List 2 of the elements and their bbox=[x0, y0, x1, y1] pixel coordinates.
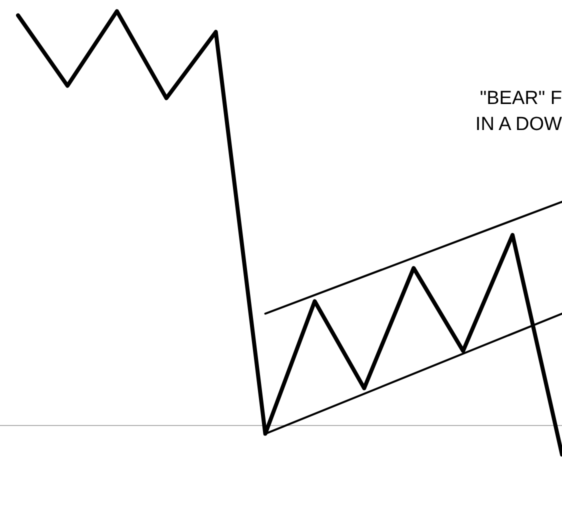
annotation: "BEAR" F bbox=[478, 87, 562, 111]
annotation: IN A DOW bbox=[475, 113, 562, 137]
